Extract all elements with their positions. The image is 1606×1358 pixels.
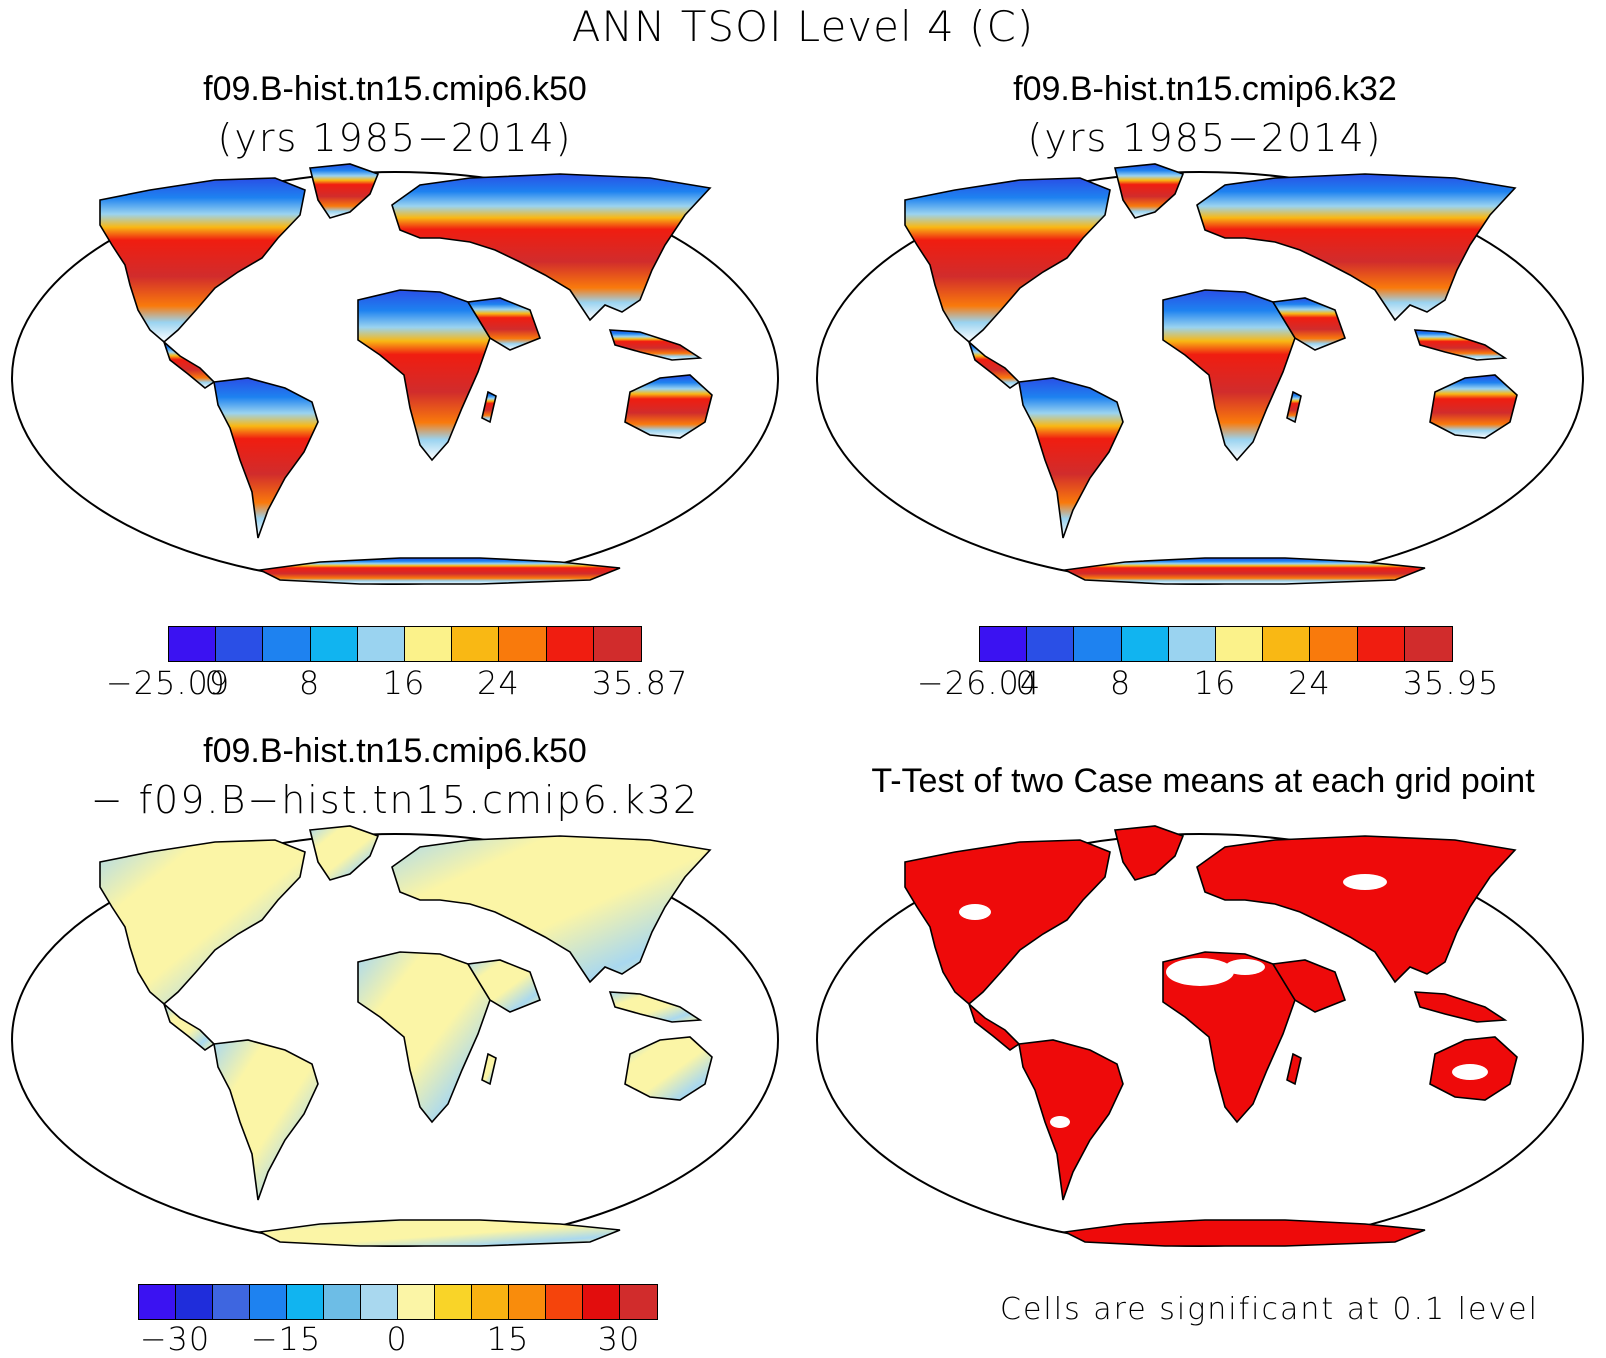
colorbar-diff-swatch (213, 1285, 250, 1319)
colorbar-diff-swatch (139, 1285, 176, 1319)
panel1-title: f09.B-hist.tn15.cmip6.k50 (203, 70, 587, 108)
colorbar-case1-tick-label: 24 (477, 664, 520, 702)
colorbar-diff-swatch (509, 1285, 546, 1319)
colorbar-case2-swatch (1357, 627, 1405, 661)
colorbar-case2-swatch (1263, 627, 1311, 661)
colorbar-case2-swatch (1310, 627, 1358, 661)
panel3-title: f09.B-hist.tn15.cmip6.k50 (203, 732, 587, 770)
colorbar-case1-swatch (499, 627, 547, 661)
colorbar-case1-tick-label: 16 (382, 664, 426, 702)
map-case1 (11, 163, 779, 585)
colorbar-case2-tick-label: 0 (1015, 664, 1037, 702)
colorbar-case2-swatch (1074, 627, 1122, 661)
panel2-subtitle: (yrs 1985−2014) (1027, 116, 1383, 160)
colorbar-diff-tick-label: 15 (486, 1320, 530, 1358)
colorbar-case1-tick-label: −25.09 (105, 664, 231, 702)
colorbar-case2-swatch (1168, 627, 1216, 661)
colorbar-diff-swatch (361, 1285, 398, 1319)
colorbar-diff-swatch (546, 1285, 583, 1319)
colorbar-diff-tick-label: −15 (250, 1320, 322, 1358)
colorbar-case2-tick-label: −26.04 (916, 664, 1042, 702)
colorbar-diff-swatch (176, 1285, 213, 1319)
map-diff (11, 825, 779, 1247)
colorbar-diff-swatch (324, 1285, 361, 1319)
colorbar-case2-tick-label: 24 (1288, 664, 1331, 702)
colorbar-diff-swatch (435, 1285, 472, 1319)
colorbar-case1 (168, 626, 642, 662)
panel4-title: T-Test of two Case means at each grid po… (871, 762, 1535, 800)
colorbar-case1-swatch (546, 627, 594, 661)
colorbar-case1-swatch (169, 627, 217, 661)
significance-note: Cells are significant at 0.1 level (1000, 1292, 1539, 1327)
panel3-subtitle: − f09.B−hist.tn15.cmip6.k32 (90, 778, 700, 822)
colorbar-case1-swatch (357, 627, 405, 661)
colorbar-case1-swatch (404, 627, 453, 661)
colorbar-diff-swatch (620, 1285, 657, 1319)
colorbar-case1-tick-label: 35.87 (591, 664, 689, 702)
colorbar-case1-swatch (263, 627, 311, 661)
colorbar-diff-swatch (583, 1285, 620, 1319)
colorbar-case2-swatch (980, 627, 1028, 661)
colorbar-case2-swatch (1404, 627, 1452, 661)
panel1-subtitle: (yrs 1985−2014) (217, 116, 573, 160)
colorbar-case2-swatch (1215, 627, 1264, 661)
colorbar-case2-tick-label: 8 (1109, 664, 1132, 702)
colorbar-case2 (979, 626, 1453, 662)
colorbar-case1-swatch (310, 627, 358, 661)
colorbar-diff-tick-label: 0 (386, 1320, 408, 1358)
insignificant-cells (959, 874, 1488, 1128)
colorbar-case2-tick-label: 35.95 (1402, 664, 1500, 702)
figure-title: ANN TSOI Level 4 (C) (571, 2, 1035, 51)
map-ttest (816, 825, 1584, 1247)
map-case2 (816, 163, 1584, 585)
colorbar-diff-swatch (287, 1285, 324, 1319)
colorbar-diff-swatch (250, 1285, 287, 1319)
colorbar-diff-tick-label: 30 (597, 1320, 641, 1358)
colorbar-case2-swatch (1121, 627, 1169, 661)
colorbar-diff (138, 1284, 658, 1320)
colorbar-case2-swatch (1027, 627, 1075, 661)
panel2-title: f09.B-hist.tn15.cmip6.k32 (1013, 70, 1397, 108)
colorbar-case1-swatch (452, 627, 500, 661)
colorbar-case1-swatch (593, 627, 641, 661)
colorbar-case2-tick-label: 16 (1193, 664, 1237, 702)
colorbar-case1-tick-label: 8 (298, 664, 321, 702)
colorbar-diff-swatch (472, 1285, 509, 1319)
colorbar-diff-tick-label: −30 (139, 1320, 211, 1358)
colorbar-case1-tick-label: 0 (204, 664, 226, 702)
colorbar-diff-swatch (398, 1285, 435, 1319)
colorbar-case1-swatch (216, 627, 264, 661)
